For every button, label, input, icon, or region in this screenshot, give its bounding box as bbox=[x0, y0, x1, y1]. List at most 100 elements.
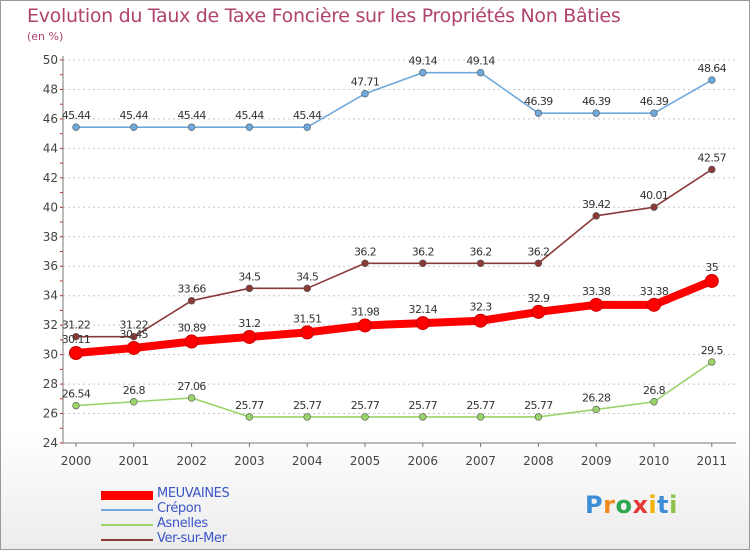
data-point-asnelles bbox=[303, 413, 311, 421]
data-label-asnelles: 25.77 bbox=[235, 399, 264, 412]
data-label-asnelles: 25.77 bbox=[466, 399, 495, 412]
y-tick-label: 46 bbox=[43, 112, 58, 126]
data-label-crepon: 45.44 bbox=[293, 109, 322, 122]
data-label-ver-sur-mer: 33.66 bbox=[177, 283, 206, 296]
data-label-meuvaines: 31.98 bbox=[351, 305, 380, 318]
data-label-crepon: 45.44 bbox=[62, 109, 91, 122]
data-point-asnelles bbox=[361, 413, 369, 421]
data-point-meuvaines bbox=[531, 304, 546, 319]
data-label-asnelles: 27.06 bbox=[177, 380, 206, 393]
data-point-crepon bbox=[534, 109, 543, 117]
data-label-ver-sur-mer: 40.01 bbox=[640, 189, 669, 202]
data-point-crepon bbox=[303, 123, 311, 131]
legend-label-crepon: Crépon bbox=[157, 501, 202, 516]
data-label-asnelles: 25.77 bbox=[409, 399, 438, 412]
legend-label-meuvaines: MEUVAINES bbox=[157, 486, 230, 501]
y-tick-label: 34 bbox=[43, 289, 58, 303]
series-line-crepon bbox=[75, 71, 713, 128]
data-point-asnelles bbox=[476, 413, 485, 421]
data-point-meuvaines bbox=[358, 318, 372, 333]
y-tick-label: 26 bbox=[43, 407, 58, 421]
data-label-ver-sur-mer: 31.22 bbox=[120, 319, 149, 332]
data-point-ver-sur-mer bbox=[476, 259, 485, 267]
data-point-meuvaines bbox=[184, 334, 199, 349]
y-tick-label: 30 bbox=[43, 348, 58, 362]
data-label-crepon: 49.14 bbox=[466, 55, 495, 68]
data-label-meuvaines: 30.11 bbox=[62, 333, 91, 346]
data-point-meuvaines bbox=[473, 313, 488, 328]
x-tick-label: 2007 bbox=[465, 454, 496, 468]
data-point-ver-sur-mer bbox=[650, 203, 658, 211]
y-tick-label: 50 bbox=[43, 53, 58, 67]
data-label-ver-sur-mer: 34.5 bbox=[296, 270, 319, 283]
chart-title: Evolution du Taux de Taxe Foncière sur l… bbox=[27, 5, 621, 27]
x-tick-label: 2010 bbox=[639, 454, 670, 468]
chart-subtitle: (en %) bbox=[27, 30, 64, 43]
data-point-asnelles bbox=[650, 398, 658, 406]
data-point-ver-sur-mer bbox=[187, 297, 196, 305]
data-point-meuvaines bbox=[69, 345, 83, 360]
data-label-meuvaines: 31.51 bbox=[293, 312, 322, 325]
y-tick-label: 44 bbox=[43, 141, 58, 155]
data-label-crepon: 46.39 bbox=[640, 95, 669, 108]
data-point-asnelles bbox=[130, 398, 138, 406]
data-point-meuvaines bbox=[589, 297, 604, 312]
data-label-crepon: 45.44 bbox=[177, 109, 206, 122]
data-label-ver-sur-mer: 36.2 bbox=[412, 245, 434, 258]
data-label-meuvaines: 32.14 bbox=[409, 303, 438, 316]
data-label-crepon: 47.71 bbox=[351, 76, 380, 89]
data-point-ver-sur-mer bbox=[419, 259, 427, 267]
data-label-asnelles: 26.8 bbox=[643, 384, 666, 397]
x-tick-label: 2009 bbox=[581, 454, 612, 468]
data-point-ver-sur-mer bbox=[245, 284, 254, 293]
legend-label-ver-sur-mer: Ver-sur-Mer bbox=[157, 531, 227, 546]
data-label-meuvaines: 32.9 bbox=[527, 292, 550, 305]
data-label-meuvaines: 30.45 bbox=[120, 328, 149, 341]
data-label-asnelles: 25.77 bbox=[293, 399, 322, 412]
x-tick-label: 2003 bbox=[234, 454, 265, 468]
data-label-asnelles: 25.77 bbox=[524, 399, 553, 412]
data-label-ver-sur-mer: 36.2 bbox=[527, 245, 549, 258]
data-label-asnelles: 25.77 bbox=[351, 399, 380, 412]
x-tick-label: 2011 bbox=[697, 454, 728, 468]
x-tick-label: 2002 bbox=[176, 454, 207, 468]
data-point-meuvaines bbox=[300, 325, 315, 340]
data-label-meuvaines: 32.3 bbox=[470, 301, 493, 314]
data-label-asnelles: 26.28 bbox=[582, 391, 611, 404]
data-point-ver-sur-mer bbox=[592, 212, 600, 220]
data-point-ver-sur-mer bbox=[708, 165, 716, 174]
data-label-crepon: 45.44 bbox=[235, 109, 264, 122]
x-tick-label: 2000 bbox=[61, 454, 92, 468]
x-tick-label: 2004 bbox=[292, 454, 323, 468]
data-label-meuvaines: 31.2 bbox=[238, 317, 260, 330]
y-tick-label: 28 bbox=[43, 377, 58, 391]
data-point-ver-sur-mer bbox=[303, 284, 311, 293]
logo-letter: P bbox=[585, 491, 604, 519]
y-tick-label: 48 bbox=[43, 82, 58, 96]
data-point-crepon bbox=[708, 76, 716, 84]
data-label-ver-sur-mer: 36.2 bbox=[470, 245, 492, 258]
data-point-crepon bbox=[476, 68, 485, 77]
data-label-ver-sur-mer: 39.42 bbox=[582, 198, 611, 211]
data-point-meuvaines bbox=[647, 297, 661, 312]
data-point-asnelles bbox=[592, 405, 600, 414]
data-label-crepon: 48.64 bbox=[698, 62, 727, 75]
data-point-asnelles bbox=[708, 358, 716, 366]
logo-letter: o bbox=[615, 491, 633, 519]
logo-letter: r bbox=[603, 491, 616, 519]
data-point-crepon bbox=[650, 109, 658, 117]
data-point-meuvaines bbox=[415, 316, 430, 331]
data-label-ver-sur-mer: 36.2 bbox=[354, 245, 376, 258]
series-line-meuvaines bbox=[72, 276, 716, 357]
x-tick-label: 2001 bbox=[119, 454, 150, 468]
data-label-crepon: 46.39 bbox=[582, 95, 611, 108]
data-label-asnelles: 26.54 bbox=[62, 388, 91, 401]
legend-swatch-crepon bbox=[101, 509, 153, 511]
data-point-asnelles bbox=[187, 394, 196, 402]
proxiti-logo: Proxiti bbox=[585, 491, 678, 519]
data-point-meuvaines bbox=[704, 273, 719, 288]
x-tick-label: 2006 bbox=[408, 454, 439, 468]
data-point-asnelles bbox=[534, 413, 543, 421]
